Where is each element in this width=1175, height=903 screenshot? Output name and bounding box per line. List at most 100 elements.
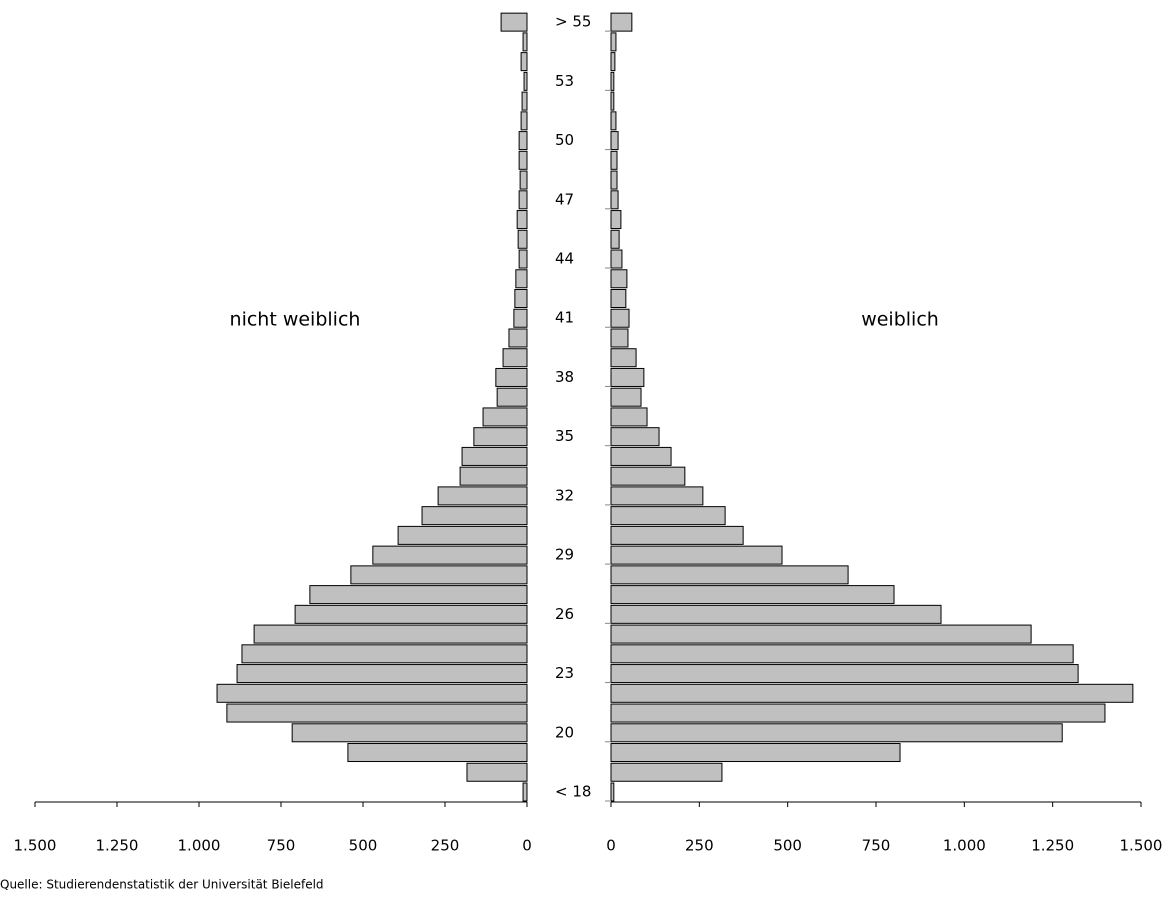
bar [421, 506, 528, 526]
bar [610, 782, 615, 802]
bar [610, 150, 618, 170]
bar [517, 229, 528, 249]
bar [518, 131, 528, 151]
bar [500, 12, 528, 32]
bar [610, 427, 660, 447]
series-label-left: nicht weiblich [230, 309, 361, 331]
bar [610, 52, 616, 72]
bar [610, 624, 1032, 644]
bar [610, 466, 686, 486]
bar [610, 249, 623, 269]
x-tick-label: 750 [267, 837, 296, 855]
bar [522, 782, 528, 802]
bar [508, 328, 528, 348]
bar [610, 348, 637, 368]
source-note: Quelle: Studierendenstatistik der Univer… [0, 878, 324, 892]
bar [610, 229, 620, 249]
bar [520, 111, 528, 131]
bar [610, 32, 617, 52]
x-tick-label: 1.500 [14, 837, 57, 855]
bar [610, 269, 628, 289]
x-tick-label: 1.000 [943, 837, 986, 855]
bar [236, 664, 528, 684]
x-tick-label: 0 [522, 837, 532, 855]
category-label: 23 [555, 664, 574, 682]
category-label: 47 [555, 190, 574, 208]
bar [610, 446, 672, 466]
bar [610, 407, 648, 427]
bar [502, 348, 528, 368]
bar [610, 289, 627, 308]
bar [610, 190, 619, 210]
series-label-right: weiblich [861, 309, 939, 331]
bar [519, 170, 528, 190]
bar [291, 723, 528, 743]
bar [522, 32, 528, 52]
category-label: > 55 [555, 13, 591, 31]
x-tick-label: 250 [431, 837, 460, 855]
bar [461, 446, 528, 466]
bar [518, 150, 528, 170]
bar [520, 52, 528, 72]
bar [610, 387, 642, 407]
bar [372, 545, 528, 565]
bar [347, 743, 528, 763]
bar [518, 249, 528, 269]
category-label: 35 [555, 427, 574, 445]
bar [610, 604, 942, 624]
bar [309, 585, 528, 605]
category-label: 53 [555, 72, 574, 90]
bar [437, 486, 528, 506]
bar [515, 269, 528, 289]
bar [610, 762, 723, 782]
bar [610, 545, 783, 565]
bar [473, 427, 528, 447]
bar [523, 71, 528, 91]
category-label: 26 [555, 605, 574, 623]
bar [495, 367, 528, 387]
bar [610, 308, 630, 328]
x-tick-label: 1.000 [178, 837, 221, 855]
bar [610, 664, 1079, 684]
bar [610, 703, 1106, 723]
bar [350, 565, 528, 585]
bar [610, 743, 901, 763]
x-tick-label: 500 [773, 837, 802, 855]
category-label: 32 [555, 486, 574, 504]
bar [610, 585, 895, 605]
x-tick-label: 1.250 [1031, 837, 1074, 855]
bar [294, 604, 528, 624]
x-tick-label: 0 [606, 837, 616, 855]
bar [610, 111, 617, 131]
bar [610, 367, 645, 387]
bar [226, 703, 528, 723]
bar [610, 71, 615, 91]
category-label: 20 [555, 723, 574, 741]
bar [253, 624, 528, 644]
bar [610, 170, 618, 190]
bar [610, 644, 1074, 664]
category-label: 41 [555, 309, 574, 327]
category-label: < 18 [555, 783, 591, 801]
bar [610, 565, 849, 585]
bar [610, 506, 726, 526]
bar [482, 407, 528, 427]
bar [610, 723, 1063, 743]
category-label: 38 [555, 368, 574, 386]
bar [459, 466, 528, 486]
bar [610, 12, 633, 32]
bar [518, 190, 528, 210]
bar [521, 91, 528, 111]
x-tick-label: 1.250 [96, 837, 139, 855]
x-tick-label: 250 [685, 837, 714, 855]
bar [610, 525, 744, 545]
bar [496, 387, 528, 407]
bar [514, 289, 528, 308]
x-tick-label: 750 [862, 837, 891, 855]
bar [610, 131, 619, 151]
bar [610, 683, 1134, 703]
category-label: 29 [555, 546, 574, 564]
bar [610, 210, 622, 230]
bar [610, 486, 704, 506]
